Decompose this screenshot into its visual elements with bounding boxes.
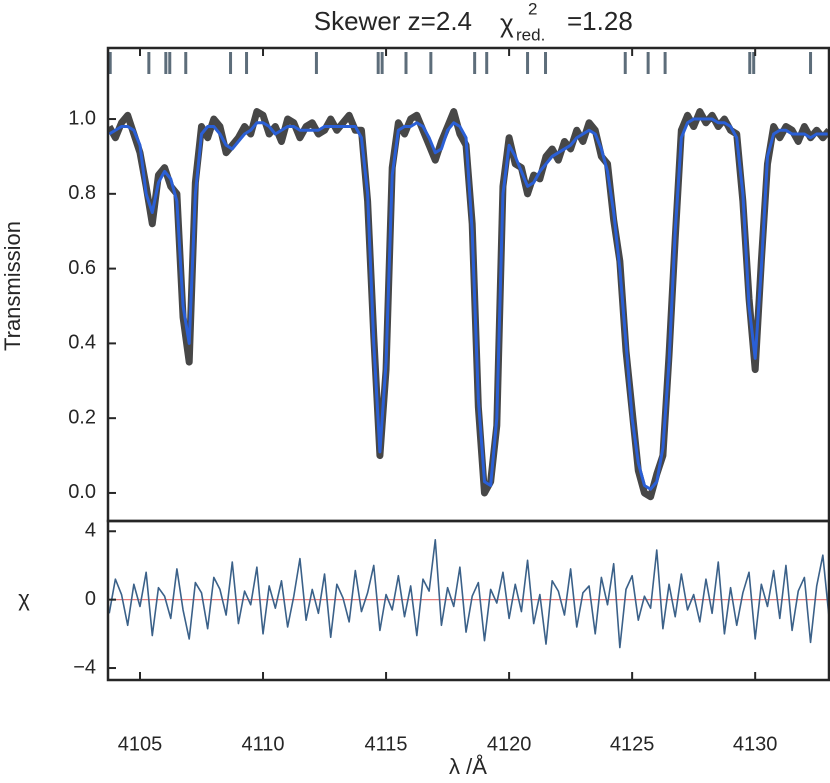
y-tick-label: 1.0 [68, 107, 96, 129]
y-tick-label: 0.0 [68, 481, 96, 503]
x-axis-label: λ /Å [449, 754, 487, 779]
chi-value: =1.28 [567, 6, 633, 36]
x-tick-label: 4115 [365, 733, 408, 755]
x-tick-label: 4110 [242, 733, 285, 755]
axes: 0.0 0.2 0.4 0.6 0.8 1.0 −4 0 4 4105 4110 4115 4120 41… [68, 48, 777, 755]
y-axis-label: χ [18, 586, 30, 611]
bottom-frame [106, 519, 830, 682]
x-tick-label: 4125 [610, 733, 655, 755]
y-axis-label: Transmission [0, 221, 25, 351]
series-line [108, 117, 829, 491]
chi-superscript: 2 [528, 0, 537, 18]
y-tick-label: 0.4 [68, 332, 96, 354]
series-line [108, 539, 829, 649]
chart-title: Skewer z=2.4 [314, 6, 472, 36]
top-plot [108, 52, 829, 501]
chi-subscript: red. [516, 25, 545, 44]
y-tick-label: 4 [85, 520, 96, 542]
x-tick-label: 4120 [487, 733, 532, 755]
chi-symbol: χ [500, 8, 514, 38]
y-tick-label: 0.6 [68, 257, 96, 279]
x-tick-label: 4105 [118, 733, 163, 755]
y-tick-label: 0 [85, 588, 96, 610]
x-tick-label: 4130 [733, 733, 778, 755]
bottom-plot [108, 539, 829, 649]
y-tick-label: −4 [73, 656, 96, 678]
y-tick-label: 0.8 [68, 182, 96, 204]
y-tick-label: 0.2 [68, 406, 96, 428]
